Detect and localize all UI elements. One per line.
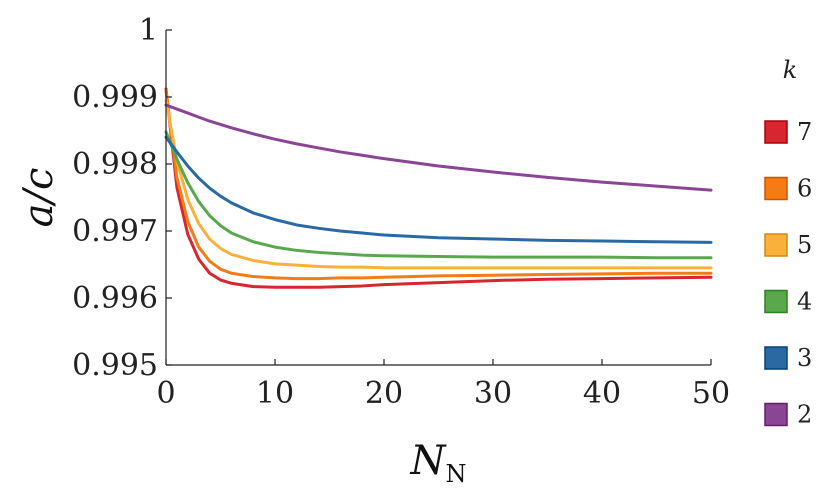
series-line-k-7 [164,87,713,289]
x-tick-label: 40 [583,376,621,411]
legend-swatch-k-3 [764,346,788,370]
legend-swatch-k-4 [764,289,788,314]
legend-swatch-k-7 [764,120,788,144]
legend-label-k-2: 2 [797,401,812,429]
legend-label-k-5: 5 [797,231,812,259]
legend-swatch-k-5 [764,233,788,257]
series-line-k-5 [164,98,713,270]
y-tick-label: 0.997 [72,214,158,249]
x-tick-label: 10 [256,376,294,411]
y-tick-label: 0.995 [72,348,158,383]
x-tick-label: 30 [474,376,512,411]
legend: k 7 6 5 4 3 2 [764,56,812,429]
y-tick-label: 0.998 [72,147,158,182]
y-axis-title: a/c [16,168,62,228]
series-layer [164,87,713,289]
legend-swatch-k-2 [764,402,788,427]
x-axis-title: NN [410,438,467,488]
legend-label-k-4: 4 [797,288,812,316]
series-line-k-6 [164,88,713,281]
legend-label-k-6: 6 [797,175,812,203]
series-line-k-2 [164,103,713,192]
legend-label-k-3: 3 [797,344,812,372]
series-line-k-4 [164,130,713,260]
legend-title: k [783,56,798,84]
y-tick-label: 0.999 [72,80,158,115]
legend-swatch-k-6 [764,176,788,201]
legend-label-k-7: 7 [797,118,812,146]
y-tick-label: 1 [139,13,158,48]
x-tick-label: 0 [156,376,175,411]
y-tick-label: 0.996 [72,281,158,316]
series-line-k-3 [164,135,713,244]
x-tick-label: 20 [365,376,403,411]
x-tick-label: 50 [692,376,730,411]
